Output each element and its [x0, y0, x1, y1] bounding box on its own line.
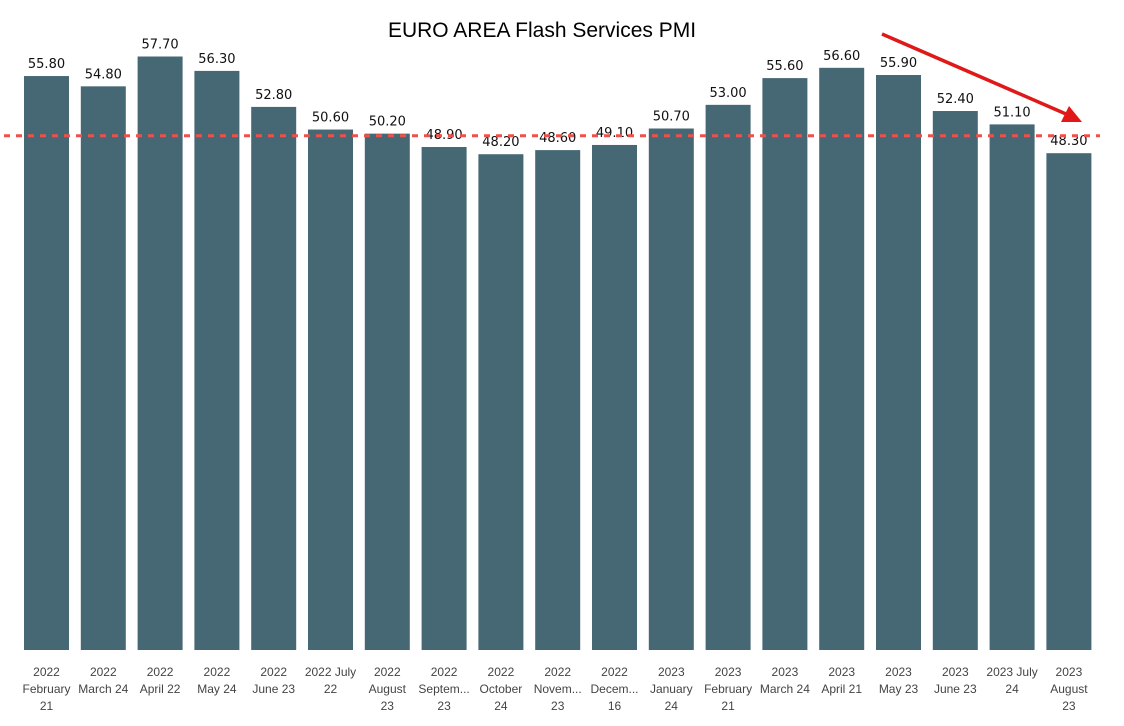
value-label: 48.20 — [482, 135, 519, 150]
category-label: 2022 Septem... 23 — [418, 665, 469, 713]
bar — [478, 154, 524, 650]
bar — [308, 129, 353, 650]
value-label: 50.60 — [312, 111, 349, 126]
value-label: 48.30 — [1050, 134, 1087, 149]
category-label: 2022 February 21 — [22, 665, 70, 713]
category-label: 2022 Decem... 16 — [590, 665, 638, 713]
value-label: 57.70 — [141, 38, 178, 53]
category-label: 2023 July 24 — [986, 665, 1037, 696]
bar — [137, 56, 183, 650]
value-label: 53.00 — [709, 86, 746, 101]
category-label: 2022 May 24 — [197, 665, 237, 696]
bar — [194, 70, 240, 651]
bar — [251, 106, 297, 650]
trend-arrow-head — [1061, 106, 1082, 122]
value-label: 50.20 — [369, 115, 406, 130]
category-label: 2022 October 24 — [480, 665, 523, 713]
bars-group — [24, 56, 1092, 651]
category-label: 2022 July 22 — [305, 665, 356, 696]
category-label: 2023 February 21 — [704, 665, 752, 713]
category-label: 2022 April 22 — [140, 665, 181, 696]
value-label: 50.70 — [653, 110, 690, 125]
value-label: 55.90 — [880, 56, 917, 71]
bar — [80, 86, 126, 651]
category-label: 2022 March 24 — [78, 665, 128, 696]
bar — [762, 78, 808, 650]
value-label: 51.10 — [993, 105, 1030, 120]
bar — [535, 150, 581, 651]
value-label: 54.80 — [85, 67, 122, 82]
bar — [1046, 153, 1092, 650]
value-label: 52.80 — [255, 88, 292, 103]
overlay-group — [4, 32, 1100, 138]
category-label: 2023 April 21 — [821, 665, 862, 696]
value-label: 55.80 — [28, 57, 65, 72]
category-label: 2023 August 23 — [1050, 665, 1088, 713]
category-label: 2022 June 23 — [252, 665, 295, 696]
bar — [24, 76, 69, 650]
value-label: 55.60 — [766, 59, 803, 74]
bar — [932, 111, 978, 650]
bar — [364, 133, 410, 650]
category-label: 2023 May 23 — [879, 665, 919, 696]
bar — [876, 75, 921, 651]
trend-arrow-line — [881, 32, 1067, 116]
bar — [421, 147, 467, 650]
bar — [819, 67, 865, 650]
value-label: 48.60 — [539, 131, 576, 146]
value-label: 56.30 — [198, 52, 235, 67]
bar — [705, 104, 751, 651]
bar — [989, 124, 1035, 651]
bar — [592, 144, 637, 650]
category-label: 2023 March 24 — [760, 665, 810, 696]
category-label: 2023 January 24 — [650, 665, 693, 713]
bar — [648, 128, 694, 651]
value-label: 56.60 — [823, 49, 860, 64]
category-label: 2023 June 23 — [934, 665, 977, 696]
category-labels-group: 2022 February 21 2022 March 24 2022 April 22 20… — [22, 665, 1088, 713]
value-label: 52.40 — [937, 92, 974, 107]
chart-title: EURO AREA Flash Services PMI — [388, 19, 696, 42]
category-label: 2022 Novem... 23 — [534, 665, 582, 713]
value-label: 48.90 — [425, 128, 462, 143]
value-label: 49.10 — [596, 126, 633, 141]
category-label: 2022 August 23 — [369, 665, 407, 713]
